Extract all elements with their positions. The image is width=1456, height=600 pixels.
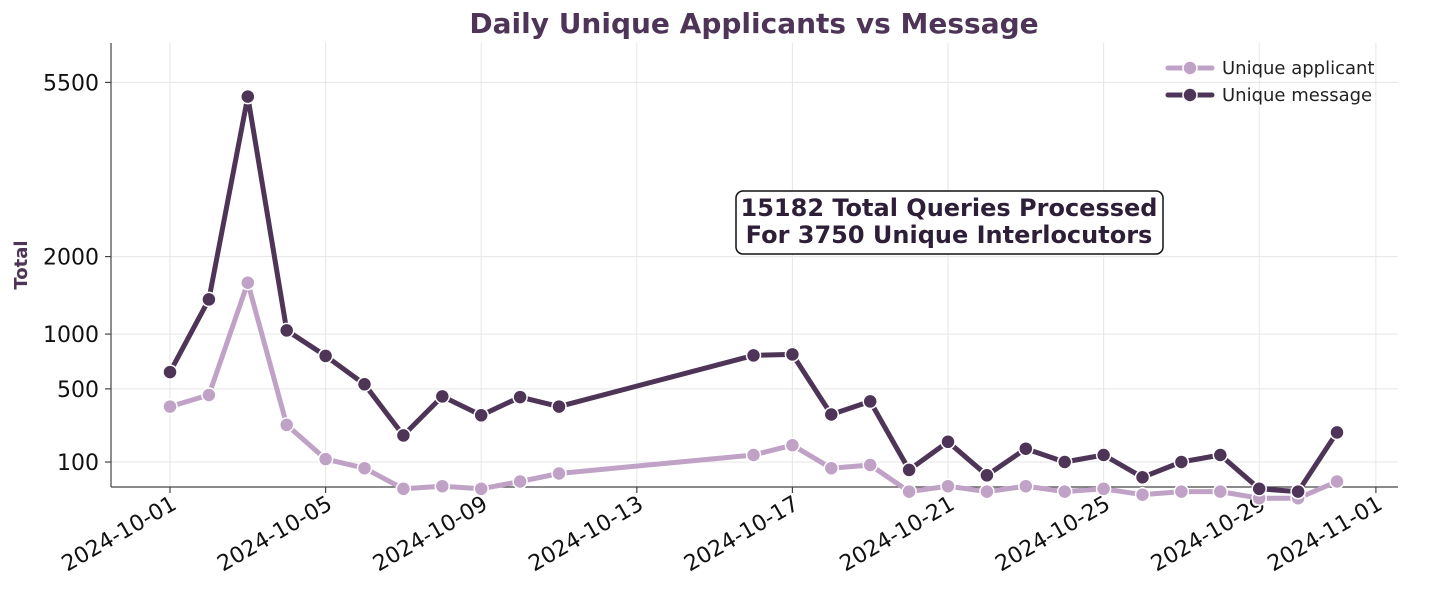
data-point-message	[278, 322, 295, 339]
data-point-message	[201, 291, 217, 308]
data-point-applicant	[1173, 483, 1190, 500]
y-tick-label: 2000	[43, 246, 99, 271]
data-point-applicant	[512, 473, 528, 490]
y-tick-label: 5500	[43, 71, 99, 96]
x-tick-label: 2024-10-25	[991, 492, 1114, 578]
series-applicant	[162, 274, 1345, 506]
data-point-message	[162, 364, 178, 380]
data-point-applicant	[317, 451, 334, 467]
data-point-message	[862, 393, 878, 410]
data-point-message	[1290, 483, 1306, 500]
data-point-applicant	[823, 460, 840, 476]
data-point-message	[512, 389, 528, 405]
y-tick-label: 500	[57, 378, 99, 403]
data-point-message	[1018, 440, 1034, 457]
series-message	[162, 88, 1345, 500]
x-tick-label: 2024-10-01	[58, 492, 181, 578]
data-point-message	[1056, 454, 1073, 470]
x-tick-label: 2024-10-29	[1147, 492, 1270, 578]
chart-title: Daily Unique Applicants vs Message	[469, 7, 1038, 40]
data-point-message	[1173, 454, 1190, 470]
x-tick-label: 2024-10-21	[836, 492, 959, 578]
data-point-applicant	[434, 478, 451, 494]
y-tick-label: 1000	[43, 323, 99, 348]
data-point-message	[473, 407, 489, 424]
data-point-message	[745, 347, 762, 364]
data-point-message	[356, 376, 373, 393]
data-point-applicant	[395, 481, 412, 497]
data-point-applicant	[162, 398, 178, 415]
data-point-applicant	[979, 483, 995, 500]
data-point-message	[1251, 481, 1267, 497]
legend: Unique applicant Unique message	[1165, 58, 1375, 106]
data-point-message	[434, 388, 451, 405]
data-point-applicant	[240, 274, 256, 291]
data-point-applicant	[1056, 483, 1073, 500]
data-point-applicant	[1134, 486, 1151, 503]
y-ticks: 100 500 1000 2000 5500	[43, 71, 111, 476]
data-point-applicant	[356, 460, 373, 476]
data-point-message	[823, 406, 840, 423]
data-point-applicant	[862, 457, 878, 473]
x-tick-label: 2024-10-09	[369, 492, 492, 578]
data-point-applicant	[901, 483, 917, 500]
annotation-line-1: 15182 Total Queries Processed	[741, 194, 1158, 222]
legend-label-message: Unique message	[1222, 85, 1372, 106]
y-axis-label: Total	[11, 240, 32, 289]
legend-marker-applicant	[1182, 60, 1198, 76]
data-point-message	[1329, 424, 1345, 441]
series	[162, 88, 1345, 506]
data-point-message	[395, 427, 412, 444]
series-line-applicant	[167, 280, 1340, 501]
legend-marker-message	[1182, 87, 1198, 103]
data-point-message	[901, 462, 917, 478]
data-point-applicant	[473, 481, 489, 497]
data-point-applicant	[201, 387, 217, 403]
data-point-message	[240, 88, 256, 105]
data-point-message	[551, 398, 567, 415]
x-ticks: 2024-10-01 2024-10-05 2024-10-09 2024-10-13…	[58, 487, 1387, 577]
grid	[111, 43, 1398, 487]
x-tick-label: 2024-10-13	[525, 492, 648, 578]
data-point-message	[1095, 447, 1112, 463]
data-point-message	[1134, 469, 1151, 486]
annotation-box: 15182 Total Queries Processed For 3750 U…	[735, 190, 1164, 255]
x-tick-label: 2024-10-05	[213, 492, 336, 578]
data-point-applicant	[784, 437, 801, 453]
data-point-applicant	[1018, 478, 1034, 494]
annotation-frame	[735, 190, 1164, 255]
data-point-applicant	[1095, 481, 1112, 497]
axes	[110, 43, 1398, 488]
data-point-applicant	[745, 447, 762, 463]
data-point-applicant	[551, 465, 567, 482]
data-point-applicant	[940, 478, 956, 494]
y-tick-label: 100	[57, 451, 99, 476]
x-tick-label: 2024-11-01	[1264, 492, 1387, 578]
data-point-applicant	[278, 417, 295, 433]
data-point-message	[317, 348, 334, 364]
legend-label-applicant: Unique applicant	[1222, 58, 1375, 79]
data-point-message	[979, 467, 995, 484]
data-point-applicant	[1329, 473, 1345, 490]
annotation-line-2: For 3750 Unique Interlocutors	[746, 221, 1153, 249]
series-line-message	[167, 94, 1340, 495]
data-point-applicant	[1212, 483, 1229, 500]
data-point-message	[1212, 447, 1229, 463]
data-point-message	[784, 346, 801, 363]
data-point-message	[940, 434, 956, 450]
x-tick-label: 2024-10-17	[680, 492, 803, 578]
